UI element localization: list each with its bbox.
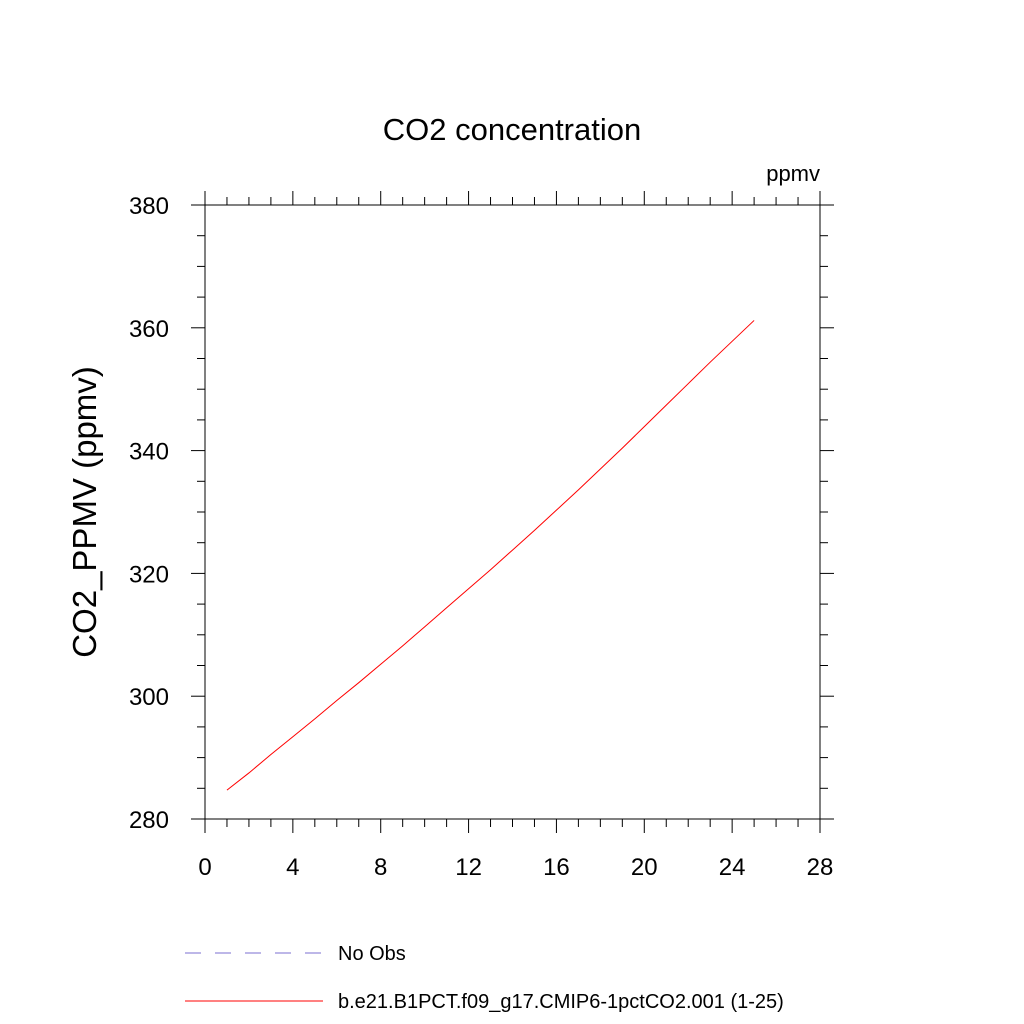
axis-ticks — [191, 191, 834, 833]
chart-title: CO2 concentration — [383, 112, 641, 147]
legend-label-no-obs: No Obs — [338, 943, 406, 965]
y-tick-label: 300 — [129, 684, 169, 711]
units-label: ppmv — [766, 161, 820, 186]
x-tick-label: 16 — [543, 854, 570, 881]
legend: No Obs b.e21.B1PCT.f09_g17.CMIP6-1pctCO2… — [185, 943, 784, 1013]
x-tick-label: 8 — [374, 854, 387, 881]
x-tick-label: 28 — [807, 854, 834, 881]
series-line — [226, 320, 755, 791]
y-tick-label: 320 — [129, 561, 169, 588]
plot-frame — [204, 204, 821, 820]
x-tick-label: 24 — [719, 854, 746, 881]
y-axis-label: CO2_PPMV (ppmv) — [66, 366, 103, 658]
x-tick-label: 0 — [198, 854, 211, 881]
axis-tick-labels: 0 4 8 12 16 20 24 28 280 300 320 340 360 380 — [129, 193, 833, 881]
y-tick-label: 380 — [129, 193, 169, 220]
y-tick-label: 340 — [129, 439, 169, 466]
y-tick-label: 280 — [129, 807, 169, 834]
x-tick-label: 12 — [455, 854, 482, 881]
series-layer — [226, 320, 755, 791]
y-tick-label: 360 — [129, 316, 169, 343]
x-tick-label: 20 — [631, 854, 658, 881]
legend-label-model-run: b.e21.B1PCT.f09_g17.CMIP6-1pctCO2.001 (1… — [338, 991, 784, 1013]
x-tick-label: 4 — [286, 854, 299, 881]
